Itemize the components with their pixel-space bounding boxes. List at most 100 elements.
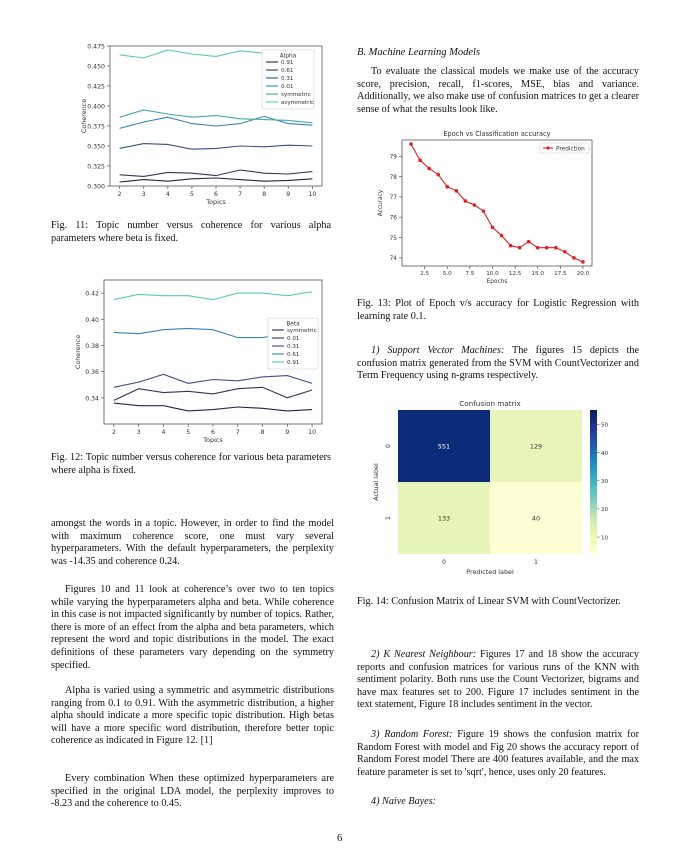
legend-label-0.01: 0.01 bbox=[287, 336, 300, 342]
prediction-point bbox=[572, 256, 576, 260]
left-paragraph-4-text: Every combination When these optimized h… bbox=[51, 773, 334, 810]
colorbar-tick-label: 100 bbox=[601, 535, 608, 541]
x-tick-label: 9 bbox=[285, 429, 289, 436]
cell-value-1-1: 40 bbox=[532, 515, 540, 523]
legend-label-symmetric: symmetric bbox=[281, 92, 311, 98]
legend-label-0.61: 0.61 bbox=[287, 352, 300, 358]
col-label: 1 bbox=[534, 559, 538, 566]
cell-value-0-0: 551 bbox=[438, 443, 450, 451]
fig14-title: Confusion matrix bbox=[459, 399, 521, 408]
fig14-caption-label: Fig. 14: bbox=[357, 596, 389, 607]
y-tick-label: 76 bbox=[390, 216, 398, 222]
legend-label-0.31: 0.31 bbox=[287, 344, 300, 350]
y-tick-label: 0.350 bbox=[87, 144, 105, 151]
y-tick-label: 0.34 bbox=[85, 395, 99, 402]
prediction-point bbox=[472, 203, 477, 207]
knn-heading: 2) K Nearest Neighbour: bbox=[371, 649, 477, 660]
y-tick-label: 0.375 bbox=[87, 124, 105, 131]
y-axis-label: Accuracy bbox=[378, 189, 384, 216]
x-tick-label: 15.0 bbox=[531, 271, 544, 277]
legend-marker bbox=[546, 146, 550, 150]
rf-heading: 3) Random Forest: bbox=[371, 729, 453, 740]
series-line-0.91 bbox=[113, 291, 313, 301]
prediction-point bbox=[563, 249, 567, 254]
colorbar bbox=[590, 410, 597, 554]
plot-frame bbox=[401, 139, 593, 267]
x-axis-label: Topics bbox=[205, 198, 226, 206]
fig13-caption-text: Plot of Epoch v/s accuracy for Logistic … bbox=[357, 298, 640, 322]
svm-heading: 1) Support Vector Machines: bbox=[371, 345, 505, 356]
svm-body: The figures 15 depicts the confusion mat… bbox=[357, 345, 639, 382]
legend-label-0.91: 0.91 bbox=[287, 360, 300, 366]
x-tick-label: 10 bbox=[308, 429, 316, 436]
x-tick-label: 4 bbox=[166, 191, 170, 198]
nb-paragraph: 4) Naive Bayes: bbox=[357, 796, 639, 809]
y-tick-label: 79 bbox=[390, 155, 398, 161]
x-tick-label: 6 bbox=[211, 429, 215, 436]
legend-box bbox=[539, 142, 590, 154]
prediction-point bbox=[418, 158, 422, 163]
x-axis-label: Epochs bbox=[487, 279, 508, 285]
x-tick-label: 2 bbox=[118, 191, 122, 198]
colorbar-tick-label: 500 bbox=[601, 423, 608, 429]
y-tick-label: 0.300 bbox=[87, 184, 105, 191]
left-paragraph-4: Every combination When these optimized h… bbox=[51, 773, 334, 811]
colorbar-tick-label: 200 bbox=[601, 507, 608, 513]
x-axis-label: Topics bbox=[202, 436, 223, 444]
x-tick-label: 5.0 bbox=[443, 271, 452, 277]
prediction-point bbox=[409, 142, 413, 146]
prediction-point bbox=[427, 166, 431, 171]
legend-title: Beta bbox=[286, 322, 300, 328]
y-tick-label: 0.40 bbox=[85, 317, 99, 324]
fig13-title: Epoch vs Classification accuracy bbox=[443, 130, 550, 138]
x-tick-label: 12.5 bbox=[509, 271, 522, 277]
y-tick-label: 75 bbox=[390, 236, 398, 242]
cell-0-1 bbox=[490, 410, 582, 482]
prediction-point bbox=[581, 260, 585, 264]
fig12-caption: Fig. 12: Topic number versus coherence f… bbox=[51, 452, 331, 477]
x-tick-label: 6 bbox=[214, 191, 218, 198]
y-tick-label: 0.36 bbox=[85, 369, 99, 376]
y-axis-label: Actual label bbox=[372, 463, 380, 501]
x-tick-label: 5 bbox=[190, 191, 194, 198]
colorbar-tick-label: 400 bbox=[601, 451, 608, 457]
series-line-0.61 bbox=[119, 169, 313, 177]
prediction-point bbox=[554, 245, 558, 250]
x-tick-label: 7 bbox=[236, 429, 240, 436]
rf-paragraph: 3) Random Forest: Figure 19 shows the co… bbox=[357, 729, 639, 779]
y-axis-label: Coherence bbox=[74, 335, 82, 369]
section-heading: B. Machine Learning Models bbox=[357, 47, 481, 58]
x-tick-label: 2.5 bbox=[420, 271, 429, 277]
series-line-symmetric bbox=[113, 402, 313, 412]
fig14-caption-text: Confusion Matrix of Linear SVM with Coun… bbox=[391, 596, 621, 607]
y-tick-label: 0.325 bbox=[87, 164, 105, 171]
series-line-0.31 bbox=[113, 373, 313, 388]
legend-label-symmetric: symmetric bbox=[287, 328, 317, 334]
legend-label-0.01: 0.01 bbox=[281, 84, 294, 90]
series-line-symmetric bbox=[119, 109, 313, 124]
y-tick-label: 0.450 bbox=[87, 64, 105, 71]
prediction-point bbox=[526, 239, 531, 244]
fig11-caption: Fig. 11: Topic number versus coherence f… bbox=[51, 220, 331, 245]
prediction-point bbox=[544, 245, 549, 250]
knn-paragraph: 2) K Nearest Neighbour: Figures 17 and 1… bbox=[357, 649, 639, 712]
x-tick-label: 2 bbox=[112, 429, 116, 436]
prediction-point bbox=[481, 209, 486, 213]
fig13-caption: Fig. 13: Plot of Epoch v/s accuracy for … bbox=[357, 298, 639, 323]
x-tick-label: 8 bbox=[261, 429, 265, 436]
y-tick-label: 77 bbox=[390, 195, 398, 201]
fig14-caption: Fig. 14: Confusion Matrix of Linear SVM … bbox=[357, 596, 639, 609]
x-tick-label: 10.0 bbox=[486, 271, 499, 277]
x-tick-label: 9 bbox=[286, 191, 290, 198]
y-tick-label: 0.42 bbox=[85, 291, 99, 298]
prediction-point bbox=[535, 245, 540, 250]
fig12-chart: 0.34 0.36 0.38 0.40 0.42 2 3 4 5 6 7 8 9 10 Topics Cohe… bbox=[74, 279, 323, 444]
fig11-chart: 0.300 0.325 0.350 0.375 0.400 0.425 0.450 0.475… bbox=[80, 44, 323, 206]
x-tick-label: 8 bbox=[262, 191, 266, 198]
left-paragraph-3-text: Alpha is varied using a symmetric and as… bbox=[51, 685, 334, 747]
left-paragraph-3: Alpha is varied using a symmetric and as… bbox=[51, 685, 334, 748]
legend-label-0.31: 0.31 bbox=[281, 76, 294, 82]
x-tick-label: 3 bbox=[137, 429, 141, 436]
x-tick-label: 7.5 bbox=[465, 271, 474, 277]
